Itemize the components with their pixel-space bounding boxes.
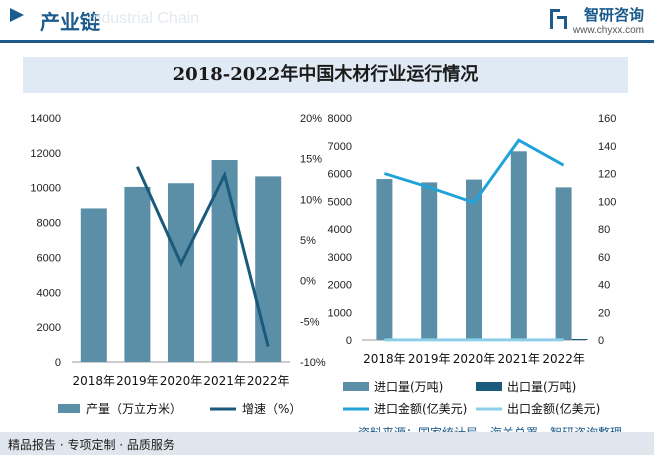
left-chart-x-tick: 2019年 — [116, 374, 159, 388]
right-legend-export-swatch — [476, 382, 502, 391]
left-legend-bar-label: 产量（万立方米） — [86, 401, 182, 416]
left-chart-x-tick: 2018年 — [73, 374, 116, 388]
left-chart-y2-tick: 20% — [300, 113, 322, 125]
section-title: 产业链 — [40, 10, 100, 34]
left-chart-growth-line — [136, 166, 270, 347]
right-chart-x-tick: 2020年 — [453, 352, 496, 366]
brand: 智研咨询 www.chyxx.com — [549, 4, 644, 36]
header-divider — [0, 40, 654, 43]
right-chart-y-tick: 3000 — [328, 252, 352, 264]
right-chart-y2-tick: 20 — [598, 307, 610, 319]
left-chart-x-tick: 2021年 — [203, 374, 246, 388]
left-chart-y-tick: 6000 — [37, 252, 61, 264]
right-chart-y-tick: 4000 — [328, 224, 352, 236]
left-chart-y-tick: 12000 — [30, 148, 61, 160]
right-chart-y-tick: 7000 — [328, 141, 352, 153]
footer-bar: 精品报告 · 专项定制 · 品质服务 — [0, 432, 654, 455]
brand-name: 智研咨询 — [583, 6, 644, 24]
right-chart-y2-tick: 120 — [598, 169, 616, 181]
right-chart-y2-tick: 140 — [598, 141, 616, 153]
right-legend-export-label: 出口量(万吨) — [507, 380, 576, 394]
left-legend-bar-swatch — [58, 404, 80, 413]
right-chart-import-bar — [376, 179, 393, 340]
left-chart-bar — [124, 186, 151, 362]
left-chart-y-tick: 2000 — [37, 322, 61, 334]
footer-tagline: 精品报告 · 专项定制 · 品质服务 — [8, 438, 175, 452]
charts-area: 02000400060008000100001200014000-10%-5%0… — [30, 113, 616, 416]
chart-title-bar: 2018-2022年中国木材行业运行情况 — [23, 57, 628, 93]
right-chart-y2-tick: 0 — [598, 335, 604, 347]
right-chart-import-amount-line — [383, 138, 565, 205]
right-chart-y-tick: 8000 — [328, 113, 352, 125]
left-chart-y-tick: 4000 — [37, 287, 61, 299]
right-chart-y-tick: 5000 — [328, 196, 352, 208]
left-chart-y2-tick: 15% — [300, 154, 322, 166]
left-chart-y2-tick: 10% — [300, 194, 322, 206]
left-chart-y-tick: 0 — [55, 357, 61, 369]
right-chart-export-bar — [571, 339, 588, 340]
left-chart-bar — [168, 183, 194, 362]
left-chart-y2-tick: 5% — [300, 235, 316, 247]
right-chart-y-tick: 2000 — [328, 280, 352, 292]
right-chart-x-tick: 2021年 — [498, 352, 541, 366]
right-legend-import-amount-label: 进口金额(亿美元) — [374, 401, 467, 416]
right-chart-x-tick: 2018年 — [363, 352, 406, 366]
left-chart-y-tick: 14000 — [30, 113, 61, 125]
left-chart-x-tick: 2022年 — [247, 374, 290, 388]
left-chart-y-tick: 8000 — [37, 218, 61, 230]
section-arrow-icon — [10, 8, 24, 22]
section-title-ghost: Industrial Chain — [88, 10, 200, 27]
right-chart-import-bar — [555, 187, 572, 340]
left-chart-bar — [255, 176, 282, 362]
left-chart-y2-tick: 0% — [300, 276, 316, 288]
left-chart-x-tick: 2020年 — [160, 374, 203, 388]
left-chart-y2-tick: -5% — [300, 316, 320, 328]
header-bar: 产业链 Industrial Chain 智研咨询 www.chyxx.com — [0, 0, 654, 40]
right-chart-y2-tick: 40 — [598, 280, 610, 292]
right-chart-import-bar — [510, 151, 527, 340]
right-chart-y-tick: 6000 — [328, 169, 352, 181]
chart-title: 2018-2022年中国木材行业运行情况 — [172, 64, 479, 85]
brand-logo-icon — [549, 9, 567, 29]
right-chart-y2-tick: 60 — [598, 252, 610, 264]
left-chart-y-tick: 10000 — [30, 183, 61, 195]
left-chart-bar — [80, 208, 107, 362]
brand-url: www.chyxx.com — [572, 25, 644, 36]
right-chart-y-tick: 1000 — [328, 307, 352, 319]
right-chart-x-tick: 2019年 — [408, 352, 451, 366]
right-chart-y2-tick: 100 — [598, 196, 616, 208]
right-chart-y-tick: 0 — [346, 335, 352, 347]
right-legend-export-amount-label: 出口金额(亿美元) — [507, 401, 600, 416]
left-legend-line-label: 增速（%） — [242, 402, 301, 416]
right-legend-import-label: 进口量(万吨) — [374, 380, 443, 394]
right-legend-import-swatch — [343, 382, 369, 391]
right-chart-import-bar — [421, 182, 438, 340]
left-chart-y2-tick: -10% — [300, 357, 326, 369]
right-chart-import-bar — [466, 179, 482, 340]
right-chart-x-tick: 2022年 — [542, 352, 585, 366]
right-chart-y2-tick: 80 — [598, 224, 610, 236]
right-chart-y2-tick: 160 — [598, 113, 616, 125]
